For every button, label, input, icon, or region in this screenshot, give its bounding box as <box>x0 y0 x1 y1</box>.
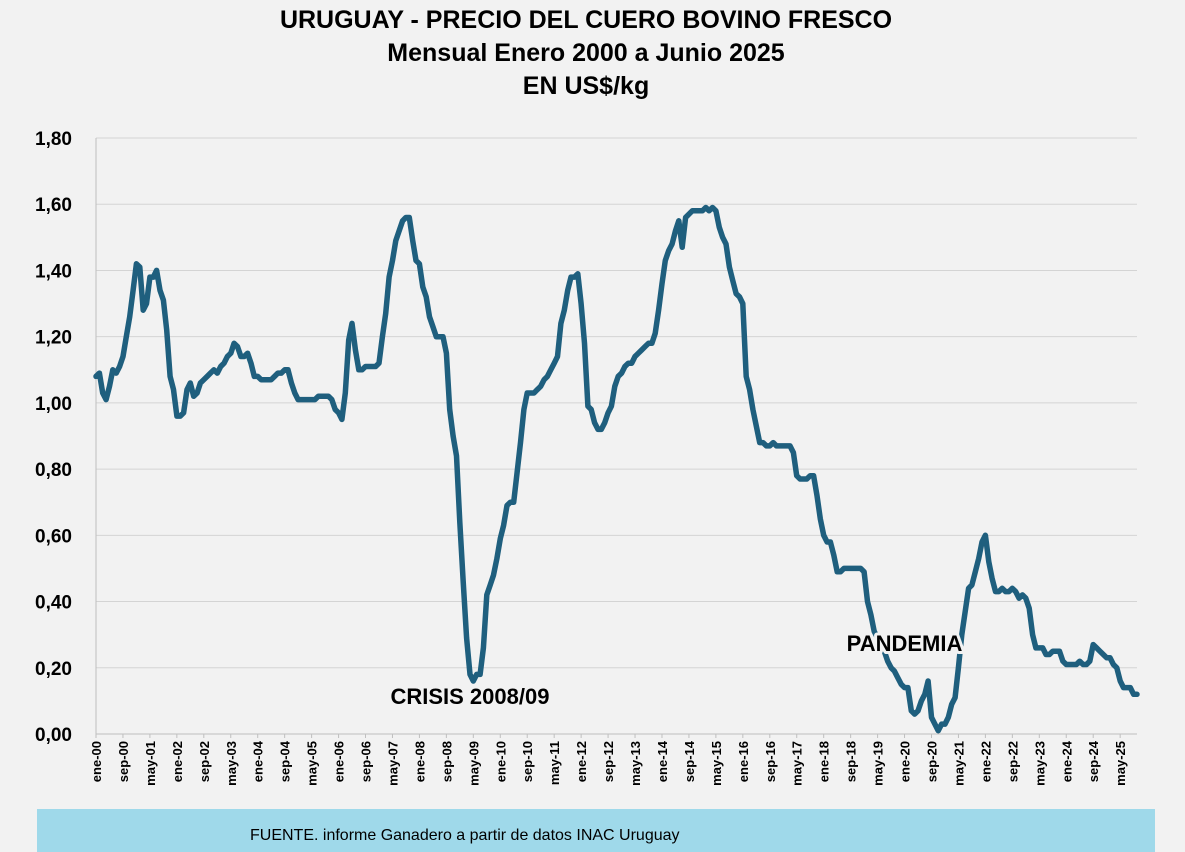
x-tick-label: ene-08 <box>412 741 427 782</box>
chart-units: EN US$/kg <box>522 72 650 100</box>
annotations: CRISIS 2008/09 PANDEMIA <box>387 628 965 712</box>
x-tick-label: may-13 <box>628 741 643 786</box>
x-tick-label: ene-16 <box>736 741 751 782</box>
x-tick-label: may-19 <box>871 741 886 786</box>
x-tick-label: may-25 <box>1113 741 1128 786</box>
x-tick-label: sep-14 <box>682 740 697 782</box>
x-tick-label: may-15 <box>709 741 724 786</box>
x-tick-label: sep-00 <box>116 741 131 782</box>
grid-lines <box>96 137 1137 735</box>
y-axis: 0,00 0,20 0,40 0,60 0,80 1,00 1,20 1,40 1,60 1,80 <box>35 129 97 746</box>
x-tick-label: ene-06 <box>332 741 347 782</box>
x-tick-label: sep-02 <box>197 741 212 782</box>
series-line <box>93 204 1140 734</box>
x-axis: ene-00 sep-00 may-01 ene-02 sep-02 may-03 ene-… <box>89 733 1137 786</box>
x-tick-label: sep-20 <box>924 741 939 782</box>
x-tick-label: ene-12 <box>574 741 589 782</box>
x-tick-label: ene-18 <box>817 741 832 782</box>
chart-subtitle: Mensual Enero 2000 a Junio 2025 <box>387 39 785 67</box>
y-tick-label: 1,80 <box>35 129 72 150</box>
x-tick-label: ene-24 <box>1059 740 1074 782</box>
y-tick-label: 0,20 <box>35 659 72 680</box>
x-tick-label: ene-00 <box>89 741 104 782</box>
x-tick-label: sep-16 <box>763 741 778 782</box>
x-tick-label: ene-10 <box>493 741 508 782</box>
x-tick-label: ene-20 <box>898 741 913 782</box>
x-tick-label: ene-22 <box>978 741 993 782</box>
x-tick-label: may-23 <box>1032 741 1047 786</box>
x-tick-label: may-05 <box>305 741 320 786</box>
x-tick-label: may-01 <box>143 741 158 786</box>
y-tick-label: 1,20 <box>35 328 72 349</box>
source-bar: FUENTE. informe Ganadero a partir de dat… <box>37 809 1155 852</box>
x-tick-label: sep-18 <box>844 741 859 782</box>
x-tick-label: sep-06 <box>359 741 374 782</box>
y-tick-label: 0,60 <box>35 526 72 547</box>
x-tick-label: sep-22 <box>1005 741 1020 782</box>
x-tick-label: ene-02 <box>170 741 185 782</box>
x-tick-label: may-09 <box>466 741 481 786</box>
y-tick-label: 1,40 <box>35 261 72 282</box>
x-tick-label: may-17 <box>790 741 805 786</box>
x-tick-label: may-21 <box>951 741 966 786</box>
y-tick-label: 0,00 <box>35 725 72 746</box>
y-tick-label: 1,60 <box>35 195 72 216</box>
y-tick-label: 0,40 <box>35 593 72 614</box>
chart-title: URUGUAY - PRECIO DEL CUERO BOVINO FRESCO <box>279 6 893 34</box>
x-tick-label: sep-12 <box>601 741 616 782</box>
source-text: FUENTE. informe Ganadero a partir de dat… <box>250 827 680 844</box>
x-tick-label: ene-14 <box>655 740 670 782</box>
annotation-label: CRISIS 2008/09 <box>390 684 549 709</box>
x-tick-label: sep-24 <box>1086 740 1101 782</box>
x-tick-label: sep-08 <box>439 741 454 782</box>
x-tick-label: may-11 <box>547 741 562 785</box>
x-tick-label: ene-04 <box>251 740 266 782</box>
annotation-label: PANDEMIA <box>847 631 963 656</box>
x-tick-label: may-03 <box>224 741 239 786</box>
y-tick-label: 0,80 <box>35 460 72 481</box>
x-tick-label: may-07 <box>385 741 400 786</box>
x-tick-label: sep-10 <box>520 741 535 782</box>
chart-title-block: URUGUAY - PRECIO DEL CUERO BOVINO FRESCO… <box>0 4 1172 103</box>
series-lines <box>93 204 1140 734</box>
x-tick-label: sep-04 <box>278 740 293 782</box>
y-tick-label: 1,00 <box>35 394 72 415</box>
